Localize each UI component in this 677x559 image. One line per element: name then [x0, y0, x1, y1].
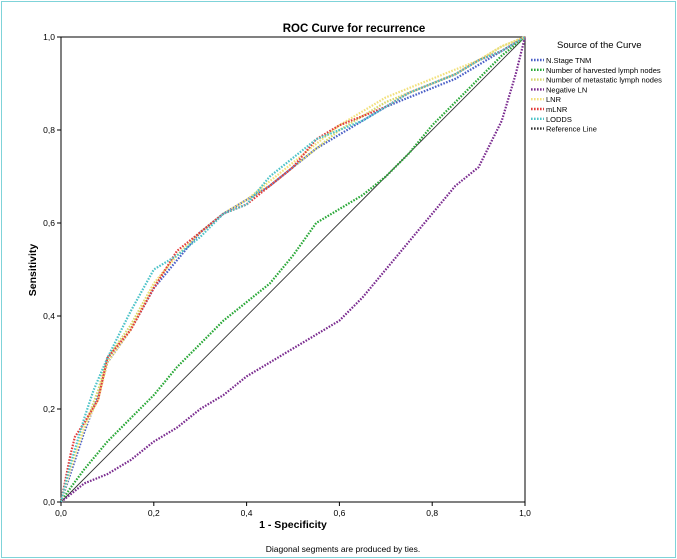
y-tick-label: 0,0 [43, 497, 55, 507]
y-tick-label: 1,0 [43, 32, 55, 42]
chart-title: ROC Curve for recurrence [283, 23, 426, 35]
series-line-number-of-harvested-lymph-nodes [60, 36, 526, 503]
legend-label-lnr: LNR [546, 95, 562, 104]
series-line-negative-ln [60, 36, 527, 503]
series-layer [59, 35, 527, 503]
legend-label-negative-ln: Negative LN [546, 85, 587, 94]
x-tick-label: 0,6 [333, 508, 345, 518]
legend-label-number-of-harvested-lymph-nodes: Number of harvested lymph nodes [546, 66, 661, 75]
legend-label-mlnr: mLNR [546, 105, 568, 114]
x-axis-label: 1 - Specificity [259, 519, 327, 531]
x-tick-label: 0,8 [426, 508, 438, 518]
y-tick-label: 0,8 [43, 125, 55, 135]
legend-label-reference-line: Reference Line [546, 125, 597, 134]
ticks-layer: 0,0 0,2 0,4 0,6 0,8 1,0 0,0 0,2 0,4 0,6 0,8 1,0 [43, 32, 531, 518]
series-line-reference-line [60, 36, 526, 503]
legend-label-n-stage-tnm: N.Stage TNM [546, 56, 591, 65]
y-tick-label: 0,6 [43, 218, 55, 228]
x-tick-label: 0,0 [55, 508, 67, 518]
reference-line-layer [60, 36, 526, 503]
x-tick-label: 0,4 [241, 508, 253, 518]
x-tick-label: 1,0 [519, 508, 531, 518]
series-line-number-of-metastatic-lymph-nodes [59, 35, 526, 503]
series-line-lodds [59, 36, 526, 503]
y-tick-label: 0,2 [43, 404, 55, 414]
legend-label-number-of-metastatic-lymph-nodes: Number of metastatic lymph nodes [546, 76, 662, 85]
legend-label-lodds: LODDS [546, 115, 572, 124]
y-axis-label: Sensitivity [27, 244, 39, 297]
x-tick-label: 0,2 [148, 508, 160, 518]
legend-title: Source of the Curve [557, 40, 642, 51]
footnote: Diagonal segments are produced by ties. [266, 544, 421, 554]
y-tick-label: 0,4 [43, 311, 55, 321]
